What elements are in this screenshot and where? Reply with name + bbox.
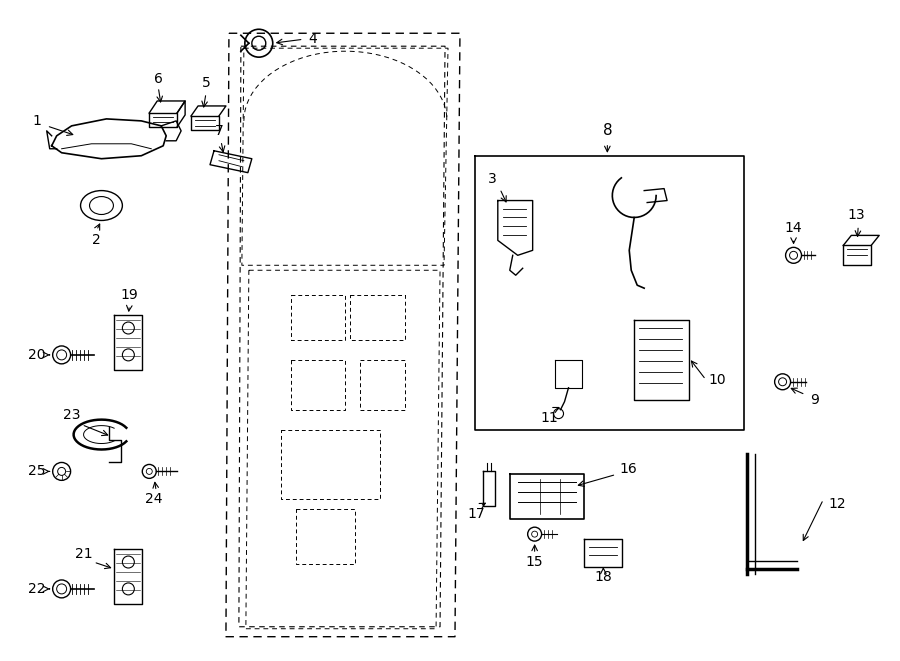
Text: 20: 20 bbox=[28, 348, 46, 362]
Text: 24: 24 bbox=[146, 492, 163, 506]
Text: 16: 16 bbox=[619, 463, 637, 477]
Text: 1: 1 bbox=[32, 114, 41, 128]
Text: 21: 21 bbox=[75, 547, 93, 561]
Text: 19: 19 bbox=[121, 288, 139, 302]
Text: 7: 7 bbox=[214, 124, 223, 138]
Text: 14: 14 bbox=[785, 221, 803, 235]
Text: 17: 17 bbox=[467, 507, 485, 522]
Text: 11: 11 bbox=[541, 410, 559, 424]
Text: 5: 5 bbox=[202, 76, 211, 90]
Text: 13: 13 bbox=[848, 208, 865, 223]
Text: 6: 6 bbox=[154, 72, 163, 86]
Text: 3: 3 bbox=[488, 172, 496, 186]
Text: 4: 4 bbox=[309, 32, 318, 46]
Text: 8: 8 bbox=[602, 124, 612, 138]
Text: 15: 15 bbox=[526, 555, 544, 569]
Text: 12: 12 bbox=[828, 497, 846, 511]
Text: 2: 2 bbox=[92, 233, 101, 247]
Text: 25: 25 bbox=[28, 465, 46, 479]
Text: 18: 18 bbox=[595, 570, 612, 584]
Text: 23: 23 bbox=[63, 408, 80, 422]
Text: 10: 10 bbox=[709, 373, 726, 387]
Text: 22: 22 bbox=[28, 582, 46, 596]
Text: 9: 9 bbox=[811, 393, 819, 407]
